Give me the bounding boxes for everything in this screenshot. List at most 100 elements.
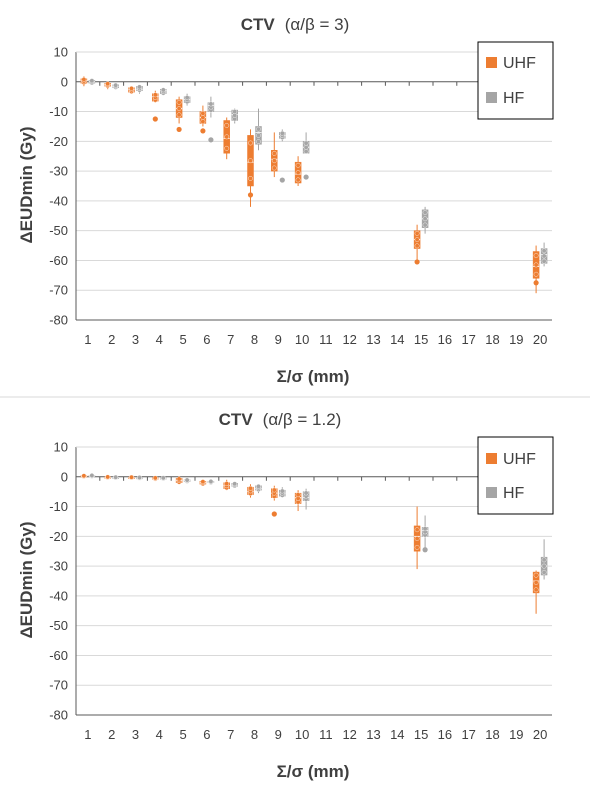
box-uhf-1 bbox=[80, 473, 88, 479]
data-point bbox=[541, 248, 547, 254]
x-tick-label: 18 bbox=[485, 332, 499, 347]
box-uhf-5 bbox=[175, 96, 183, 133]
data-point bbox=[271, 150, 277, 156]
box-hf-3 bbox=[136, 475, 143, 481]
box-hf-1 bbox=[88, 473, 96, 479]
data-point bbox=[533, 580, 539, 585]
box-uhf-8 bbox=[247, 484, 254, 498]
y-tick-label: -70 bbox=[49, 283, 68, 298]
data-point bbox=[113, 474, 119, 480]
box-hf-5 bbox=[183, 477, 191, 484]
y-tick-label: -50 bbox=[49, 223, 68, 238]
data-point bbox=[295, 170, 301, 176]
data-point bbox=[295, 177, 301, 183]
x-tick-label: 11 bbox=[319, 332, 333, 347]
box-hf-20 bbox=[540, 242, 548, 267]
box-uhf-15 bbox=[413, 224, 421, 265]
x-tick-label: 7 bbox=[227, 727, 234, 742]
data-point bbox=[224, 145, 230, 151]
box-uhf-9 bbox=[271, 485, 278, 517]
x-tick-label: 8 bbox=[251, 332, 258, 347]
x-tick-label: 14 bbox=[390, 332, 404, 347]
data-point bbox=[295, 162, 301, 168]
legend-swatch-uhf bbox=[486, 57, 497, 68]
data-point bbox=[232, 109, 238, 115]
x-tick-label: 17 bbox=[461, 727, 475, 742]
x-tick-label: 5 bbox=[179, 332, 186, 347]
box-uhf-5 bbox=[175, 476, 183, 485]
box-hf-20 bbox=[540, 539, 548, 580]
data-point bbox=[303, 144, 309, 150]
title-param: (α/β = 3) bbox=[285, 15, 349, 34]
box-uhf-6 bbox=[199, 105, 207, 134]
y-tick-label: -60 bbox=[49, 648, 68, 663]
legend-swatch-uhf bbox=[486, 453, 497, 464]
x-tick-label: 18 bbox=[485, 727, 499, 742]
outlier-point bbox=[247, 192, 254, 198]
data-point bbox=[137, 84, 142, 90]
data-point bbox=[541, 557, 547, 563]
box-uhf-15 bbox=[413, 506, 421, 570]
x-tick-label: 6 bbox=[203, 332, 210, 347]
y-tick-label: 10 bbox=[54, 440, 68, 455]
legend-box bbox=[477, 436, 554, 515]
outlier-point bbox=[176, 126, 182, 133]
data-point bbox=[279, 130, 285, 136]
data-point bbox=[200, 119, 206, 125]
data-point bbox=[533, 271, 539, 277]
y-tick-label: 0 bbox=[61, 469, 68, 484]
x-tick-label: 17 bbox=[461, 332, 475, 347]
x-tick-labels: 1 2 3 4 5 6 7 8 9 10 11 12 13 14 15 16 17 18 19 20 bbox=[84, 727, 547, 742]
legend: UHF HF bbox=[477, 41, 554, 120]
data-point bbox=[256, 132, 261, 138]
box-hf-2 bbox=[112, 82, 119, 90]
y-tick-label: -10 bbox=[49, 499, 68, 514]
box-uhf-3 bbox=[128, 474, 135, 481]
box-uhf-4 bbox=[152, 90, 159, 122]
box-uhf-1 bbox=[80, 76, 88, 87]
data-point bbox=[184, 95, 190, 100]
outlier-point bbox=[422, 547, 428, 553]
data-point bbox=[224, 134, 230, 140]
data-point bbox=[256, 126, 261, 132]
y-tick-label: -20 bbox=[49, 529, 68, 544]
data-point bbox=[160, 87, 166, 93]
box-uhf-7 bbox=[223, 117, 230, 160]
data-point bbox=[422, 222, 428, 228]
data-point bbox=[248, 158, 253, 164]
data-point bbox=[176, 112, 182, 118]
data-point bbox=[129, 474, 134, 480]
legend-label-hf: HF bbox=[503, 485, 525, 502]
data-point bbox=[303, 149, 309, 154]
x-tick-label: 15 bbox=[414, 727, 428, 742]
x-tick-label: 1 bbox=[84, 332, 91, 347]
box-uhf-10 bbox=[294, 156, 302, 186]
box-hf-2 bbox=[112, 474, 119, 481]
outlier-point bbox=[279, 177, 285, 183]
box-uhf-20 bbox=[532, 245, 540, 294]
data-point bbox=[81, 473, 87, 479]
data-point bbox=[271, 165, 277, 171]
chart-panel-bottom: CTV (α/β = 1.2) 10 0 -10 -20 -30 -40 -50 -60 -70 -… bbox=[17, 410, 554, 781]
gridlines bbox=[75, 51, 552, 321]
x-tick-label: 19 bbox=[509, 332, 523, 347]
box-hf-5 bbox=[183, 93, 191, 106]
box-hf-15 bbox=[421, 515, 429, 553]
data-point bbox=[271, 487, 277, 493]
y-tick-labels: 10 0 -10 -20 -30 -40 -50 -60 -70 -80 bbox=[49, 440, 68, 723]
data-point bbox=[295, 492, 301, 498]
legend-swatch-hf bbox=[486, 92, 497, 103]
box-uhf-10 bbox=[294, 490, 302, 512]
data-point bbox=[89, 78, 95, 84]
y-axis-title: ΔEUDmin (Gy) bbox=[17, 126, 36, 243]
data-point bbox=[137, 475, 142, 480]
outlier-point bbox=[208, 137, 214, 143]
data-point bbox=[176, 99, 182, 105]
box-hf-10 bbox=[302, 488, 310, 510]
box-hf-8 bbox=[255, 108, 262, 151]
box-hf-4 bbox=[160, 87, 167, 96]
y-tick-label: -70 bbox=[49, 678, 68, 693]
x-tick-label: 7 bbox=[227, 332, 234, 347]
x-tick-label: 3 bbox=[132, 727, 139, 742]
x-tick-label: 13 bbox=[366, 727, 380, 742]
